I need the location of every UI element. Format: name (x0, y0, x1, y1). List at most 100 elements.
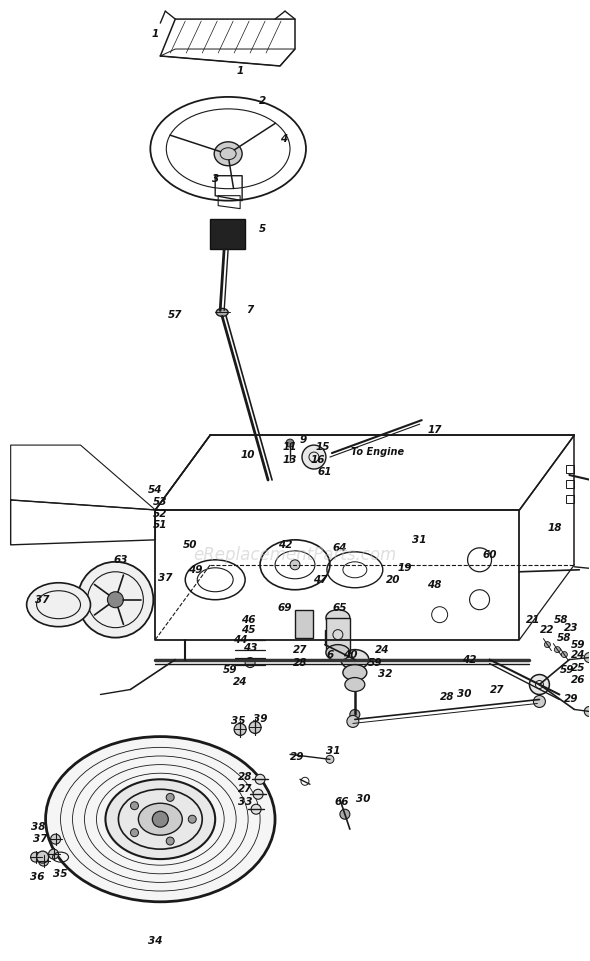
Text: 9: 9 (299, 435, 307, 445)
Text: 3: 3 (212, 174, 219, 184)
Text: 48: 48 (427, 579, 442, 590)
Text: 15: 15 (316, 442, 330, 452)
Text: 42: 42 (463, 654, 477, 665)
Text: 47: 47 (313, 575, 327, 584)
Text: To Engine: To Engine (351, 447, 404, 457)
Text: 30: 30 (457, 689, 472, 700)
Ellipse shape (31, 852, 41, 862)
Text: 43: 43 (243, 643, 257, 653)
Text: 31: 31 (412, 535, 427, 545)
Text: 37: 37 (35, 595, 50, 604)
Text: 35: 35 (53, 869, 68, 879)
Text: 20: 20 (385, 575, 400, 584)
Ellipse shape (584, 706, 590, 717)
Text: 61: 61 (317, 467, 332, 477)
Text: 44: 44 (233, 634, 247, 645)
Text: 24: 24 (233, 677, 247, 686)
Text: 66: 66 (335, 798, 349, 807)
Text: 52: 52 (153, 509, 168, 519)
Ellipse shape (166, 837, 174, 845)
Text: 6: 6 (326, 650, 333, 659)
Text: 39: 39 (253, 714, 267, 725)
Ellipse shape (214, 142, 242, 165)
Text: 18: 18 (547, 523, 562, 533)
Ellipse shape (106, 779, 215, 859)
Text: 59: 59 (223, 665, 237, 675)
Ellipse shape (584, 653, 590, 662)
Text: 17: 17 (427, 425, 442, 435)
Ellipse shape (130, 801, 139, 810)
Ellipse shape (350, 709, 360, 720)
Text: 51: 51 (153, 520, 168, 530)
Bar (326, 618, 350, 653)
Ellipse shape (347, 715, 359, 727)
Text: 60: 60 (482, 550, 497, 560)
Ellipse shape (51, 834, 61, 844)
Ellipse shape (139, 803, 182, 835)
Ellipse shape (545, 642, 550, 648)
Ellipse shape (343, 665, 367, 680)
Ellipse shape (255, 775, 265, 784)
Text: eReplacementParts.com: eReplacementParts.com (194, 546, 396, 564)
Ellipse shape (188, 815, 196, 824)
Text: 29: 29 (290, 752, 304, 762)
Ellipse shape (326, 609, 350, 626)
Ellipse shape (77, 562, 153, 638)
Bar (566, 480, 574, 488)
Ellipse shape (27, 582, 90, 627)
Ellipse shape (48, 850, 58, 859)
Text: 31: 31 (326, 747, 340, 756)
Text: 59: 59 (368, 657, 382, 668)
Text: 46: 46 (241, 615, 255, 625)
Ellipse shape (326, 645, 350, 660)
Text: 2: 2 (258, 96, 266, 106)
Text: 50: 50 (183, 540, 198, 550)
Ellipse shape (286, 439, 294, 447)
Text: 28: 28 (238, 773, 253, 782)
Text: 21: 21 (526, 615, 540, 625)
Text: 16: 16 (311, 456, 325, 465)
Ellipse shape (533, 696, 545, 707)
Ellipse shape (251, 804, 261, 814)
Text: 42: 42 (278, 540, 292, 550)
Text: 24: 24 (375, 645, 389, 654)
Ellipse shape (166, 794, 174, 801)
Text: 37: 37 (34, 834, 48, 844)
Text: 24: 24 (571, 650, 586, 659)
Text: 4: 4 (280, 134, 288, 144)
Ellipse shape (529, 675, 549, 695)
Text: 58: 58 (554, 615, 569, 625)
Text: 27: 27 (238, 784, 253, 795)
Text: 25: 25 (571, 662, 586, 673)
Text: 11: 11 (283, 442, 297, 452)
Ellipse shape (302, 445, 326, 469)
Bar (566, 495, 574, 503)
Text: 28: 28 (440, 693, 455, 702)
Text: 5: 5 (258, 224, 266, 234)
Text: 33: 33 (238, 798, 253, 807)
Text: 63: 63 (113, 554, 127, 565)
Ellipse shape (561, 652, 568, 657)
Text: 7: 7 (247, 306, 254, 315)
Text: 59: 59 (560, 665, 575, 675)
Text: 49: 49 (188, 565, 202, 575)
Text: 64: 64 (333, 543, 347, 553)
Text: 58: 58 (557, 632, 572, 643)
Text: 35: 35 (231, 717, 245, 727)
Text: 38: 38 (31, 823, 46, 832)
Text: 10: 10 (241, 450, 255, 460)
Text: 19: 19 (398, 563, 412, 573)
Ellipse shape (340, 809, 350, 819)
Ellipse shape (345, 678, 365, 692)
Text: 30: 30 (356, 794, 370, 804)
Ellipse shape (326, 755, 334, 763)
Ellipse shape (245, 657, 255, 668)
Text: 59: 59 (571, 640, 586, 650)
Ellipse shape (216, 308, 228, 316)
Ellipse shape (249, 722, 261, 733)
Bar (295, 609, 313, 638)
Text: 23: 23 (564, 623, 579, 632)
Ellipse shape (45, 736, 275, 901)
Bar (566, 465, 574, 473)
Text: 29: 29 (564, 695, 579, 704)
